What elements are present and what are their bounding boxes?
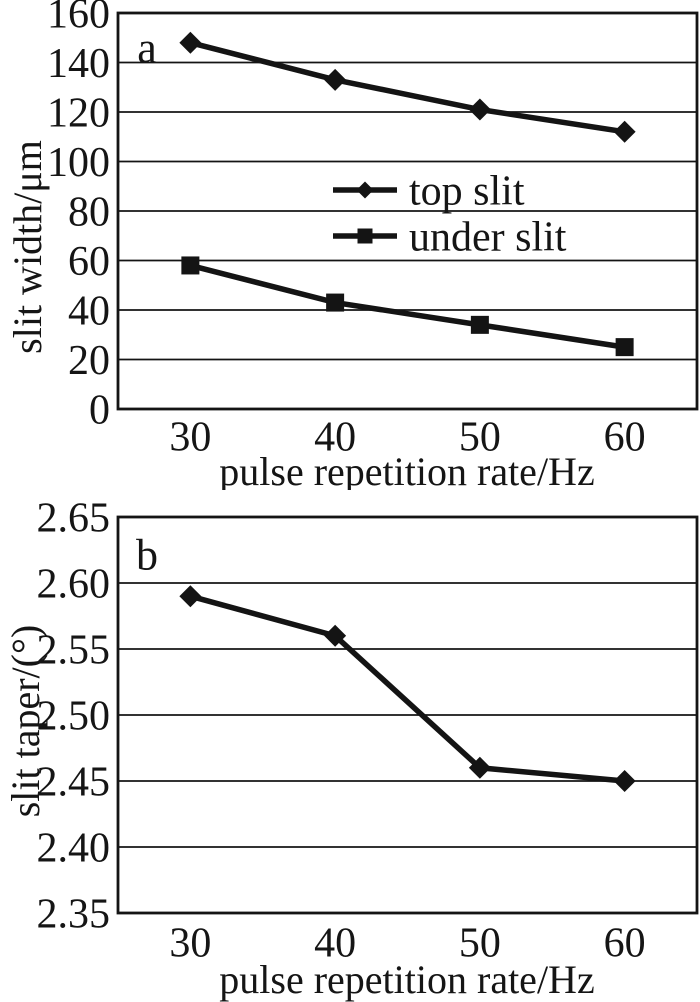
- data-point-diamond-icon: [613, 120, 636, 143]
- y-tick-label: 120: [47, 91, 110, 137]
- y-tick-label: 160: [47, 0, 110, 38]
- x-tick-label: 50: [459, 921, 501, 967]
- data-point-diamond-icon: [356, 181, 374, 199]
- y-tick-label: 100: [47, 140, 110, 186]
- x-axis-title: pulse repetition rate/Hz: [219, 449, 594, 490]
- x-tick-label: 50: [459, 415, 501, 461]
- y-tick-label: 20: [68, 338, 110, 384]
- plot-border: [116, 515, 699, 915]
- plot-border: [116, 11, 699, 411]
- data-point-diamond-icon: [468, 98, 491, 121]
- x-tick-label: 60: [604, 921, 646, 967]
- y-tick-label: 40: [68, 289, 110, 335]
- data-point-diamond-icon: [468, 756, 491, 779]
- y-axis-title: slit taper/(°): [3, 625, 48, 818]
- y-tick-label: 0: [89, 388, 110, 434]
- data-point-square-icon: [615, 338, 634, 357]
- data-point-diamond-icon: [324, 624, 347, 647]
- y-tick-label: 2.45: [37, 760, 111, 806]
- series-line-slit-taper: [187, 593, 628, 784]
- y-tick-label: 2.60: [37, 562, 111, 608]
- series-line-under-slit: [187, 262, 628, 350]
- x-tick-label: 40: [314, 415, 356, 461]
- y-tick-label: 140: [47, 41, 110, 87]
- y-tick-label: 2.40: [37, 826, 111, 872]
- series-line-top-slit: [187, 39, 628, 135]
- panel-b-chart: 2.35 2.40 2.45 2.50 2.55 2.60 2.65 30 40 50 60puls…: [3, 496, 699, 1002]
- y-tick-label: 80: [68, 190, 110, 236]
- x-tick-label: 60: [604, 415, 646, 461]
- y-tick-label: 2.65: [37, 496, 111, 542]
- y-axis-title: slit width/μm: [5, 140, 50, 354]
- x-tick-label: 40: [314, 921, 356, 967]
- y-tick-label: 2.35: [37, 892, 111, 938]
- data-point-square-icon: [326, 293, 345, 312]
- data-point-diamond-icon: [179, 31, 202, 54]
- data-point-square-icon: [357, 228, 373, 244]
- x-tick-label: 30: [169, 921, 211, 967]
- data-point-diamond-icon: [179, 585, 202, 608]
- x-axis-title: pulse repetition rate/Hz: [219, 957, 594, 1002]
- data-point-square-icon: [181, 256, 200, 275]
- y-tick-label: 60: [68, 239, 110, 285]
- legend-label: under slit: [409, 215, 567, 261]
- data-point-diamond-icon: [324, 68, 347, 91]
- panel-letter: b: [136, 530, 158, 579]
- x-tick-label: 30: [169, 415, 211, 461]
- legend-label: top slit: [409, 169, 525, 215]
- panel-letter: a: [137, 23, 157, 72]
- data-point-square-icon: [470, 315, 489, 334]
- y-tick-label: 2.55: [37, 628, 111, 674]
- data-point-diamond-icon: [613, 770, 636, 792]
- y-tick-label: 2.50: [37, 694, 111, 740]
